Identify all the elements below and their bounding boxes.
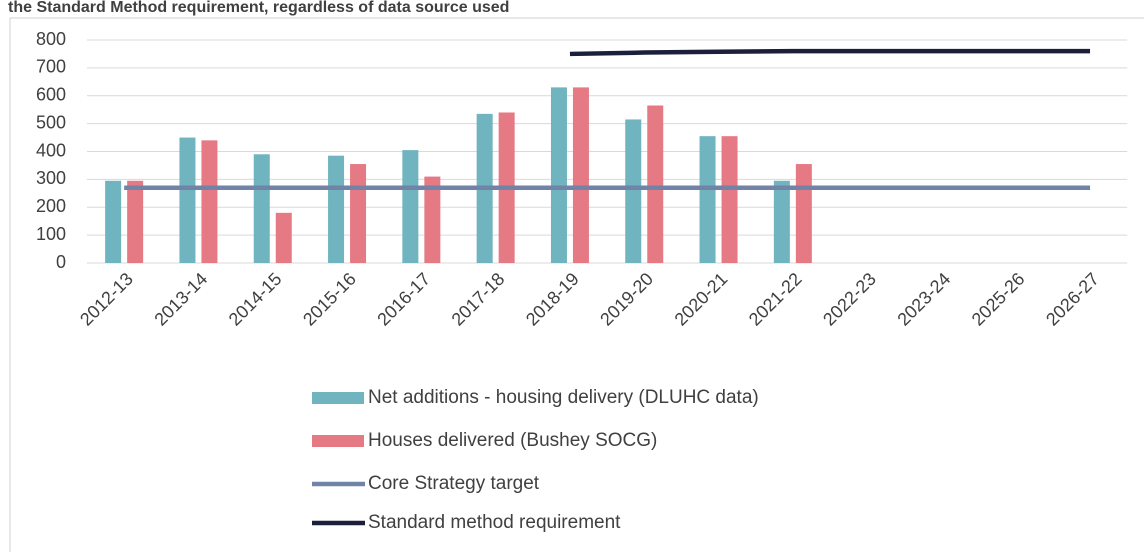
x-tick-label: 2018-19 — [522, 269, 583, 330]
y-tick-label: 200 — [36, 196, 66, 216]
y-tick-label: 500 — [36, 112, 66, 132]
line — [569, 48, 1091, 57]
bar — [328, 155, 345, 263]
y-tick-label: 0 — [56, 252, 66, 272]
x-tick-label: 2014-15 — [225, 269, 286, 330]
x-tick-label: 2023-24 — [893, 269, 954, 330]
bar — [350, 164, 367, 263]
x-tick-label: 2020-21 — [671, 269, 732, 330]
bar — [550, 87, 567, 263]
x-tick-label: 2025-26 — [968, 269, 1029, 330]
y-tick-label: 400 — [36, 140, 66, 160]
x-tick-label: 2022-23 — [819, 269, 880, 330]
bar — [721, 136, 738, 263]
x-tick-label: 2026-27 — [1042, 269, 1103, 330]
legend-label: Core Strategy target — [368, 473, 540, 494]
legend-label: Houses delivered (Bushey SOCG) — [368, 430, 657, 451]
bar — [105, 180, 122, 263]
x-tick-label: 2021-22 — [745, 269, 806, 330]
bar — [402, 150, 419, 263]
x-tick-label: 2019-20 — [596, 269, 657, 330]
bar — [275, 212, 292, 263]
x-tick-label: 2015-16 — [299, 269, 360, 330]
bar — [625, 119, 642, 263]
chart-title: the Standard Method requirement, regardl… — [8, 0, 509, 16]
legend-swatch — [312, 435, 364, 447]
legend-label: Net additions - housing delivery (DLUHC … — [368, 387, 759, 408]
bar — [795, 164, 812, 263]
y-tick-label: 600 — [36, 85, 66, 105]
bar — [127, 180, 144, 263]
x-tick-label: 2012-13 — [76, 269, 137, 330]
chart-frame — [9, 17, 1144, 557]
bar — [647, 105, 664, 263]
bar — [699, 136, 716, 263]
x-tick-label: 2017-18 — [448, 269, 509, 330]
y-tick-label: 100 — [36, 224, 66, 244]
bar — [201, 140, 218, 263]
y-tick-label: 800 — [36, 29, 66, 49]
y-tick-label: 700 — [36, 57, 66, 77]
x-tick-label: 2016-17 — [373, 269, 434, 330]
x-tick-label: 2013-14 — [150, 269, 211, 330]
legend-label: Standard method requirement — [368, 512, 621, 533]
y-tick-label: 300 — [36, 168, 66, 188]
bar — [773, 180, 790, 263]
bar — [572, 87, 589, 263]
bar — [253, 154, 270, 263]
bar — [179, 137, 196, 263]
legend-swatch — [312, 392, 364, 404]
bar — [424, 176, 441, 263]
